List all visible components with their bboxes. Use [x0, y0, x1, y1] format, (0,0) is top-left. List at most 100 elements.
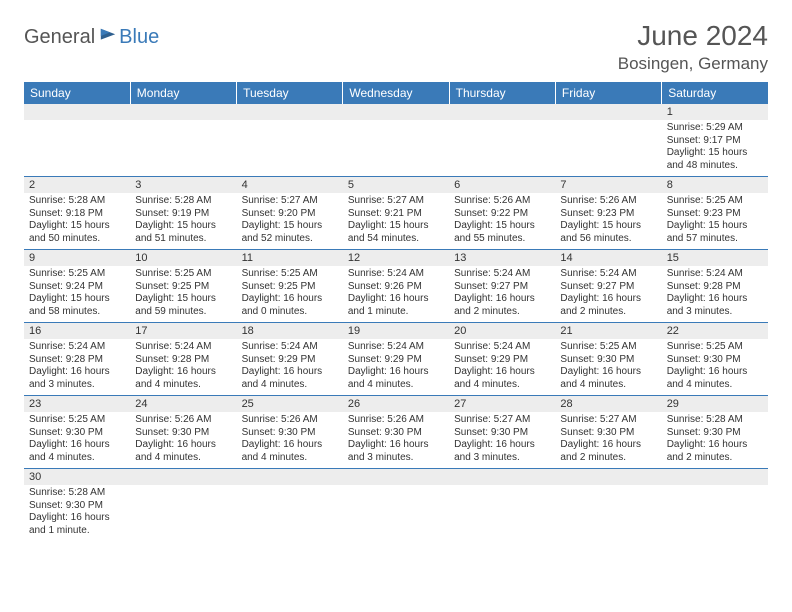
- day-cell: [343, 104, 449, 177]
- sunset-text: Sunset: 9:30 PM: [667, 354, 763, 367]
- daylight-text: Daylight: 16 hours and 1 minute.: [29, 512, 125, 537]
- daylight-text: Daylight: 16 hours and 4 minutes.: [29, 439, 125, 464]
- sunrise-text: Sunrise: 5:26 AM: [135, 414, 231, 427]
- day-cell: [130, 469, 236, 542]
- day-detail: Sunrise: 5:24 AMSunset: 9:29 PMDaylight:…: [449, 339, 555, 395]
- day-cell: [449, 469, 555, 542]
- calendar-table: SundayMondayTuesdayWednesdayThursdayFrid…: [24, 82, 768, 541]
- sunset-text: Sunset: 9:30 PM: [667, 427, 763, 440]
- day-cell: 30Sunrise: 5:28 AMSunset: 9:30 PMDayligh…: [24, 469, 130, 542]
- day-cell: 22Sunrise: 5:25 AMSunset: 9:30 PMDayligh…: [662, 323, 768, 396]
- day-detail: Sunrise: 5:26 AMSunset: 9:30 PMDaylight:…: [130, 412, 236, 468]
- day-number: 19: [343, 323, 449, 339]
- sunset-text: Sunset: 9:28 PM: [135, 354, 231, 367]
- sunrise-text: Sunrise: 5:25 AM: [29, 414, 125, 427]
- day-detail: Sunrise: 5:27 AMSunset: 9:30 PMDaylight:…: [449, 412, 555, 468]
- sunrise-text: Sunrise: 5:25 AM: [135, 268, 231, 281]
- day-cell: 20Sunrise: 5:24 AMSunset: 9:29 PMDayligh…: [449, 323, 555, 396]
- daylight-text: Daylight: 16 hours and 4 minutes.: [454, 366, 550, 391]
- daylight-text: Daylight: 16 hours and 3 minutes.: [667, 293, 763, 318]
- day-cell: 18Sunrise: 5:24 AMSunset: 9:29 PMDayligh…: [237, 323, 343, 396]
- day-cell: 4Sunrise: 5:27 AMSunset: 9:20 PMDaylight…: [237, 177, 343, 250]
- day-cell: [237, 469, 343, 542]
- day-number: 14: [555, 250, 661, 266]
- sunset-text: Sunset: 9:27 PM: [560, 281, 656, 294]
- daylight-text: Daylight: 16 hours and 1 minute.: [348, 293, 444, 318]
- week-row: 16Sunrise: 5:24 AMSunset: 9:28 PMDayligh…: [24, 323, 768, 396]
- sunset-text: Sunset: 9:30 PM: [560, 354, 656, 367]
- daylight-text: Daylight: 16 hours and 2 minutes.: [667, 439, 763, 464]
- sunset-text: Sunset: 9:22 PM: [454, 208, 550, 221]
- day-number: 28: [555, 396, 661, 412]
- sunrise-text: Sunrise: 5:28 AM: [135, 195, 231, 208]
- sunset-text: Sunset: 9:29 PM: [348, 354, 444, 367]
- day-detail: Sunrise: 5:24 AMSunset: 9:27 PMDaylight:…: [555, 266, 661, 322]
- day-number: 2: [24, 177, 130, 193]
- day-number: 7: [555, 177, 661, 193]
- sunrise-text: Sunrise: 5:26 AM: [454, 195, 550, 208]
- day-detail: Sunrise: 5:29 AMSunset: 9:17 PMDaylight:…: [662, 120, 768, 176]
- day-cell: 25Sunrise: 5:26 AMSunset: 9:30 PMDayligh…: [237, 396, 343, 469]
- day-cell: 23Sunrise: 5:25 AMSunset: 9:30 PMDayligh…: [24, 396, 130, 469]
- sunrise-text: Sunrise: 5:24 AM: [348, 268, 444, 281]
- sunrise-text: Sunrise: 5:24 AM: [348, 341, 444, 354]
- day-detail: Sunrise: 5:25 AMSunset: 9:30 PMDaylight:…: [662, 339, 768, 395]
- day-number: 26: [343, 396, 449, 412]
- day-cell: 28Sunrise: 5:27 AMSunset: 9:30 PMDayligh…: [555, 396, 661, 469]
- sunrise-text: Sunrise: 5:24 AM: [454, 268, 550, 281]
- day-header: Friday: [555, 82, 661, 104]
- day-cell: [237, 104, 343, 177]
- day-cell: 8Sunrise: 5:25 AMSunset: 9:23 PMDaylight…: [662, 177, 768, 250]
- day-number: 15: [662, 250, 768, 266]
- day-detail: Sunrise: 5:28 AMSunset: 9:18 PMDaylight:…: [24, 193, 130, 249]
- day-cell: 29Sunrise: 5:28 AMSunset: 9:30 PMDayligh…: [662, 396, 768, 469]
- sunrise-text: Sunrise: 5:29 AM: [667, 122, 763, 135]
- day-number: 22: [662, 323, 768, 339]
- daylight-text: Daylight: 16 hours and 0 minutes.: [242, 293, 338, 318]
- day-cell: 15Sunrise: 5:24 AMSunset: 9:28 PMDayligh…: [662, 250, 768, 323]
- daylight-text: Daylight: 16 hours and 3 minutes.: [29, 366, 125, 391]
- day-number: 30: [24, 469, 130, 485]
- day-detail: Sunrise: 5:28 AMSunset: 9:19 PMDaylight:…: [130, 193, 236, 249]
- sunset-text: Sunset: 9:30 PM: [29, 427, 125, 440]
- sunrise-text: Sunrise: 5:28 AM: [29, 195, 125, 208]
- daylight-text: Daylight: 16 hours and 4 minutes.: [667, 366, 763, 391]
- day-cell: 6Sunrise: 5:26 AMSunset: 9:22 PMDaylight…: [449, 177, 555, 250]
- day-number: 21: [555, 323, 661, 339]
- day-cell: [449, 104, 555, 177]
- sunset-text: Sunset: 9:30 PM: [29, 500, 125, 513]
- day-cell: 21Sunrise: 5:25 AMSunset: 9:30 PMDayligh…: [555, 323, 661, 396]
- daylight-text: Daylight: 15 hours and 55 minutes.: [454, 220, 550, 245]
- daylight-text: Daylight: 15 hours and 52 minutes.: [242, 220, 338, 245]
- day-header: Saturday: [662, 82, 768, 104]
- daylight-text: Daylight: 16 hours and 4 minutes.: [348, 366, 444, 391]
- day-detail: Sunrise: 5:27 AMSunset: 9:30 PMDaylight:…: [555, 412, 661, 468]
- sunrise-text: Sunrise: 5:24 AM: [135, 341, 231, 354]
- day-number: 25: [237, 396, 343, 412]
- day-number: 16: [24, 323, 130, 339]
- sunrise-text: Sunrise: 5:26 AM: [348, 414, 444, 427]
- sunset-text: Sunset: 9:24 PM: [29, 281, 125, 294]
- daylight-text: Daylight: 16 hours and 4 minutes.: [135, 439, 231, 464]
- day-header: Wednesday: [343, 82, 449, 104]
- day-detail: Sunrise: 5:24 AMSunset: 9:29 PMDaylight:…: [343, 339, 449, 395]
- week-row: 2Sunrise: 5:28 AMSunset: 9:18 PMDaylight…: [24, 177, 768, 250]
- daylight-text: Daylight: 16 hours and 4 minutes.: [135, 366, 231, 391]
- day-cell: 5Sunrise: 5:27 AMSunset: 9:21 PMDaylight…: [343, 177, 449, 250]
- daylight-text: Daylight: 15 hours and 57 minutes.: [667, 220, 763, 245]
- daylight-text: Daylight: 16 hours and 4 minutes.: [242, 366, 338, 391]
- title-block: June 2024 Bosingen, Germany: [618, 20, 768, 74]
- day-detail: Sunrise: 5:24 AMSunset: 9:28 PMDaylight:…: [662, 266, 768, 322]
- sunrise-text: Sunrise: 5:27 AM: [454, 414, 550, 427]
- daylight-text: Daylight: 16 hours and 4 minutes.: [242, 439, 338, 464]
- day-header: Monday: [130, 82, 236, 104]
- daylight-text: Daylight: 16 hours and 2 minutes.: [560, 293, 656, 318]
- day-cell: [24, 104, 130, 177]
- sunrise-text: Sunrise: 5:26 AM: [560, 195, 656, 208]
- day-detail: Sunrise: 5:24 AMSunset: 9:29 PMDaylight:…: [237, 339, 343, 395]
- sunset-text: Sunset: 9:23 PM: [667, 208, 763, 221]
- sunrise-text: Sunrise: 5:27 AM: [242, 195, 338, 208]
- day-detail: Sunrise: 5:24 AMSunset: 9:28 PMDaylight:…: [130, 339, 236, 395]
- logo-text-general: General: [24, 26, 95, 49]
- logo-text-blue: Blue: [119, 26, 159, 49]
